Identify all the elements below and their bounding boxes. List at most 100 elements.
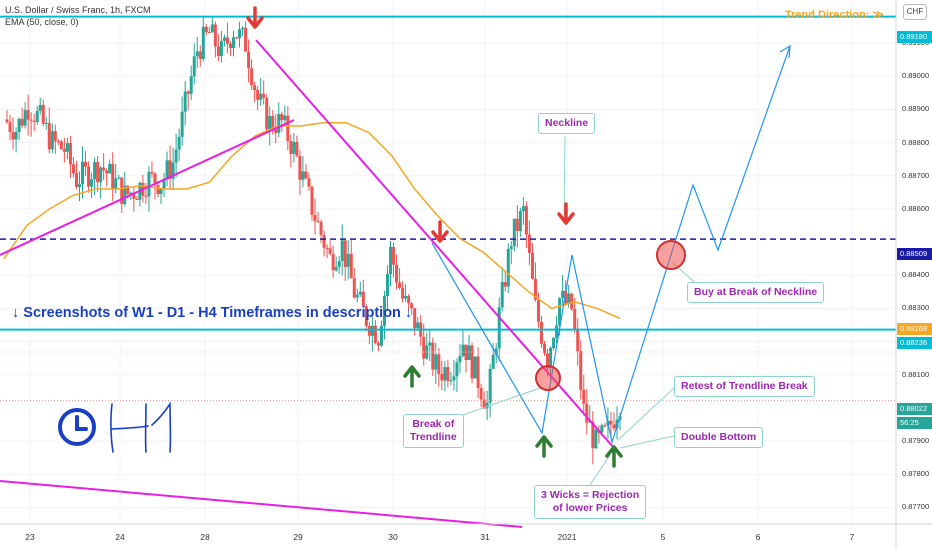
timeframes-note: ↓ Screenshots of W1 - D1 - H4 Timeframes… [12, 305, 413, 321]
price-tick-label: 0.88600 [902, 203, 930, 213]
candle-body-down [135, 198, 139, 200]
candle-body-down [612, 424, 616, 429]
candle-body-up [50, 131, 54, 150]
candle-body-down [316, 220, 320, 223]
candle-body-up [180, 111, 184, 137]
candle-body-up [500, 282, 504, 308]
candle-body-down [536, 299, 540, 322]
candle-body-down [168, 160, 172, 179]
candle-body-down [479, 387, 483, 400]
candle-body-up [81, 161, 85, 185]
candle-body-up [35, 110, 39, 123]
candle-body-down [373, 325, 377, 344]
candle-body-down [153, 173, 157, 185]
candle-body-up [174, 149, 178, 163]
price-tick-label: 0.87900 [902, 436, 930, 446]
candle-body-down [446, 367, 450, 382]
candle-body-down [132, 192, 136, 199]
candle-body-down [105, 170, 109, 174]
candle-body-up [455, 362, 459, 377]
candle-body-down [470, 345, 474, 379]
candle-body-up [201, 26, 205, 59]
candle-body-up [238, 29, 242, 39]
candle-body-up [99, 167, 103, 183]
candle-body-up [549, 348, 553, 369]
candle-body-up [358, 291, 362, 295]
candle-body-down [111, 163, 115, 190]
candle-body-down [576, 330, 580, 352]
candle-body-down [591, 421, 595, 449]
candle-body-down [74, 173, 78, 187]
candle-body-down [8, 122, 12, 133]
candle-body-up [277, 114, 281, 133]
candle-body-down [11, 132, 15, 140]
candle-body-up [147, 171, 151, 197]
candle-body-up [485, 402, 489, 409]
candle-body-down [156, 184, 160, 195]
candle-body-down [603, 425, 607, 427]
candle-body-up [443, 367, 447, 381]
candle-body-down [530, 252, 534, 279]
candle-body-down [289, 140, 293, 154]
ema-legend: EMA (50, close, 0) [5, 17, 79, 27]
candle-body-down [247, 51, 251, 69]
three-wicks-line1: 3 Wicks = Rejection [541, 489, 640, 501]
candle-body-down [126, 185, 130, 195]
candle-body-up [416, 322, 420, 329]
candle-body-up [494, 348, 498, 355]
candle-body-up [183, 91, 187, 112]
candle-body-down [298, 155, 302, 180]
candle-body-down [29, 119, 33, 121]
candle-body-down [352, 278, 356, 298]
candle-body-down [328, 248, 332, 254]
double-bottom-callout [619, 435, 675, 449]
retest-callout [617, 387, 675, 441]
candle-body-down [410, 303, 414, 309]
double-chevron-right-icon: ≫ [872, 9, 884, 21]
arrow-up-icon [535, 435, 553, 458]
support-tag: 0.88236 [897, 337, 932, 349]
candle-body-up [555, 325, 559, 338]
time-tick-label: 30 [388, 532, 398, 542]
candle-body-down [59, 141, 63, 150]
candle-body-up [283, 115, 287, 121]
candle-body-up [473, 356, 477, 379]
candle-body-up [518, 211, 522, 232]
candle-body-down [198, 51, 202, 59]
candle-body-up [558, 298, 562, 326]
candle-body-down [407, 295, 411, 304]
currency-badge[interactable]: CHF [903, 4, 927, 20]
candle-body-down [204, 26, 208, 33]
candle-body-up [458, 355, 462, 363]
candle-body-up [14, 132, 18, 140]
candle-body-down [582, 389, 586, 404]
time-tick-label: 6 [755, 532, 761, 542]
candle-body-up [521, 206, 525, 212]
candle-body-down [56, 141, 60, 143]
candle-body-down [274, 129, 278, 133]
price-tick-label: 0.88800 [902, 137, 930, 147]
candle-body-down [325, 247, 329, 249]
candle-body-down [564, 290, 568, 304]
candle-body-down [144, 195, 148, 197]
candle-body-up [219, 40, 223, 57]
candle-body-up [404, 295, 408, 299]
candle-body-down [286, 115, 290, 141]
candle-body-up [123, 185, 127, 205]
candle-body-down [392, 246, 396, 265]
candle-body-down [539, 321, 543, 344]
candle-body-up [44, 122, 48, 124]
price-tick-label: 0.88300 [902, 303, 930, 313]
candle-body-down [440, 374, 444, 381]
h1-handwriting [110, 401, 172, 453]
candle-body-down [253, 85, 257, 91]
candle-body-up [129, 192, 133, 195]
candle-body-up [600, 425, 604, 433]
break-trendline-line1: Break of [412, 418, 455, 430]
candle-body-down [53, 131, 57, 142]
candle-body-down [437, 354, 441, 375]
candle-body-down [398, 282, 402, 289]
candle-body-up [241, 27, 245, 30]
double-bottom-label: Double Bottom [674, 427, 764, 448]
